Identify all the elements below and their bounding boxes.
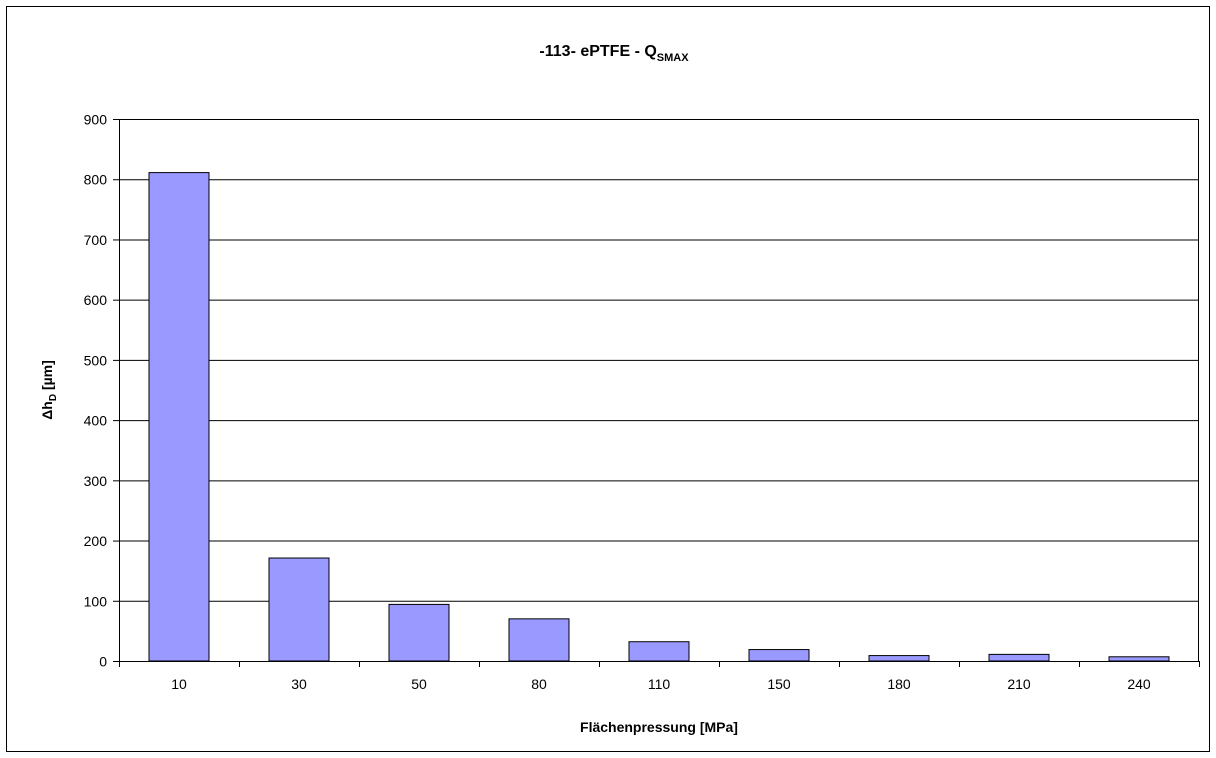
bar [988, 653, 1050, 662]
y-tick-label: 300 [84, 473, 108, 489]
x-tick-label: 80 [531, 676, 547, 692]
bar [388, 603, 450, 662]
bar [148, 172, 210, 662]
x-tick-label: 30 [291, 676, 307, 692]
y-tick-labels: 0 100 200 300 400 500 600 700 800 900 [84, 112, 108, 670]
bars [148, 172, 1170, 662]
x-tick-label: 180 [887, 676, 911, 692]
x-tick-label: 10 [171, 676, 187, 692]
y-tick-label: 600 [84, 292, 108, 308]
bar [268, 557, 330, 662]
y-tick-label: 100 [84, 593, 108, 609]
x-tick-label: 210 [1007, 676, 1031, 692]
y-tick-label: 400 [84, 413, 108, 429]
bar [1108, 656, 1170, 662]
y-tick-label: 200 [84, 533, 108, 549]
y-tick-label: 0 [99, 654, 107, 670]
x-tick-label: 50 [411, 676, 427, 692]
y-tick-label: 500 [84, 352, 108, 368]
axes [113, 119, 1200, 667]
x-tick-label: 110 [648, 676, 671, 692]
bar [868, 655, 930, 662]
y-tick-label: 900 [84, 112, 108, 128]
gridlines [119, 119, 1199, 602]
bar [508, 618, 570, 662]
y-tick-label: 800 [84, 172, 108, 188]
bar [748, 649, 810, 662]
x-tick-label: 150 [767, 676, 791, 692]
x-tick-labels: 10 30 50 80 110 150 180 210 240 [171, 676, 1151, 692]
y-axis-title: ΔhD [µm] [39, 360, 59, 420]
bar [628, 641, 690, 662]
x-tick-label: 240 [1127, 676, 1151, 692]
chart-title: -113- ePTFE - QSMAX [539, 43, 689, 64]
x-axis-title: Flächenpressung [MPa] [580, 719, 738, 735]
y-tick-label: 700 [84, 232, 108, 248]
